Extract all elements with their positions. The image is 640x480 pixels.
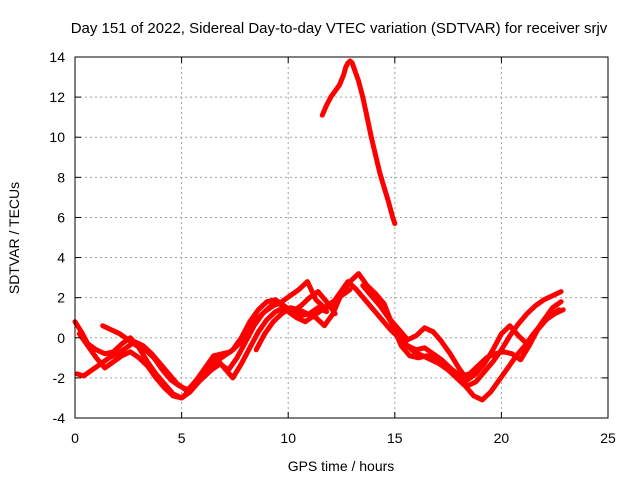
x-tick-label: 20	[494, 430, 510, 446]
x-axis-label: GPS time / hours	[288, 458, 395, 474]
data-series	[72, 58, 566, 403]
y-axis-label: SDTVAR / TECUs	[6, 182, 22, 294]
series-line-track-5	[253, 271, 566, 379]
x-tick-label: 25	[600, 430, 616, 446]
y-tick-label: -2	[53, 370, 66, 386]
x-tick-label: 10	[280, 430, 296, 446]
axis-ticks: 0 5 10 15 20 25 -4 -2 0 2 4 6 8 10 12 14	[49, 49, 616, 446]
series-line-track-8	[388, 299, 564, 383]
plot-frame	[74, 56, 609, 419]
grid-lines	[75, 57, 608, 418]
chart-title: Day 151 of 2022, Sidereal Day-to-day VTE…	[71, 20, 608, 37]
y-tick-label: 8	[57, 169, 65, 185]
series-line-track-4	[100, 279, 353, 393]
y-tick-label: 4	[57, 250, 65, 266]
y-tick-label: 0	[57, 330, 65, 346]
series-line-track-6	[328, 279, 564, 389]
y-tick-label: 12	[49, 89, 65, 105]
y-tick-label: -4	[53, 410, 66, 426]
x-tick-label: 0	[71, 430, 79, 446]
y-tick-label: 14	[49, 49, 65, 65]
series-line-track-9	[319, 58, 398, 226]
y-tick-label: 10	[49, 129, 65, 145]
x-tick-label: 5	[178, 430, 186, 446]
y-tick-label: 2	[57, 290, 65, 306]
x-tick-label: 15	[387, 430, 403, 446]
y-tick-label: 6	[57, 209, 65, 225]
